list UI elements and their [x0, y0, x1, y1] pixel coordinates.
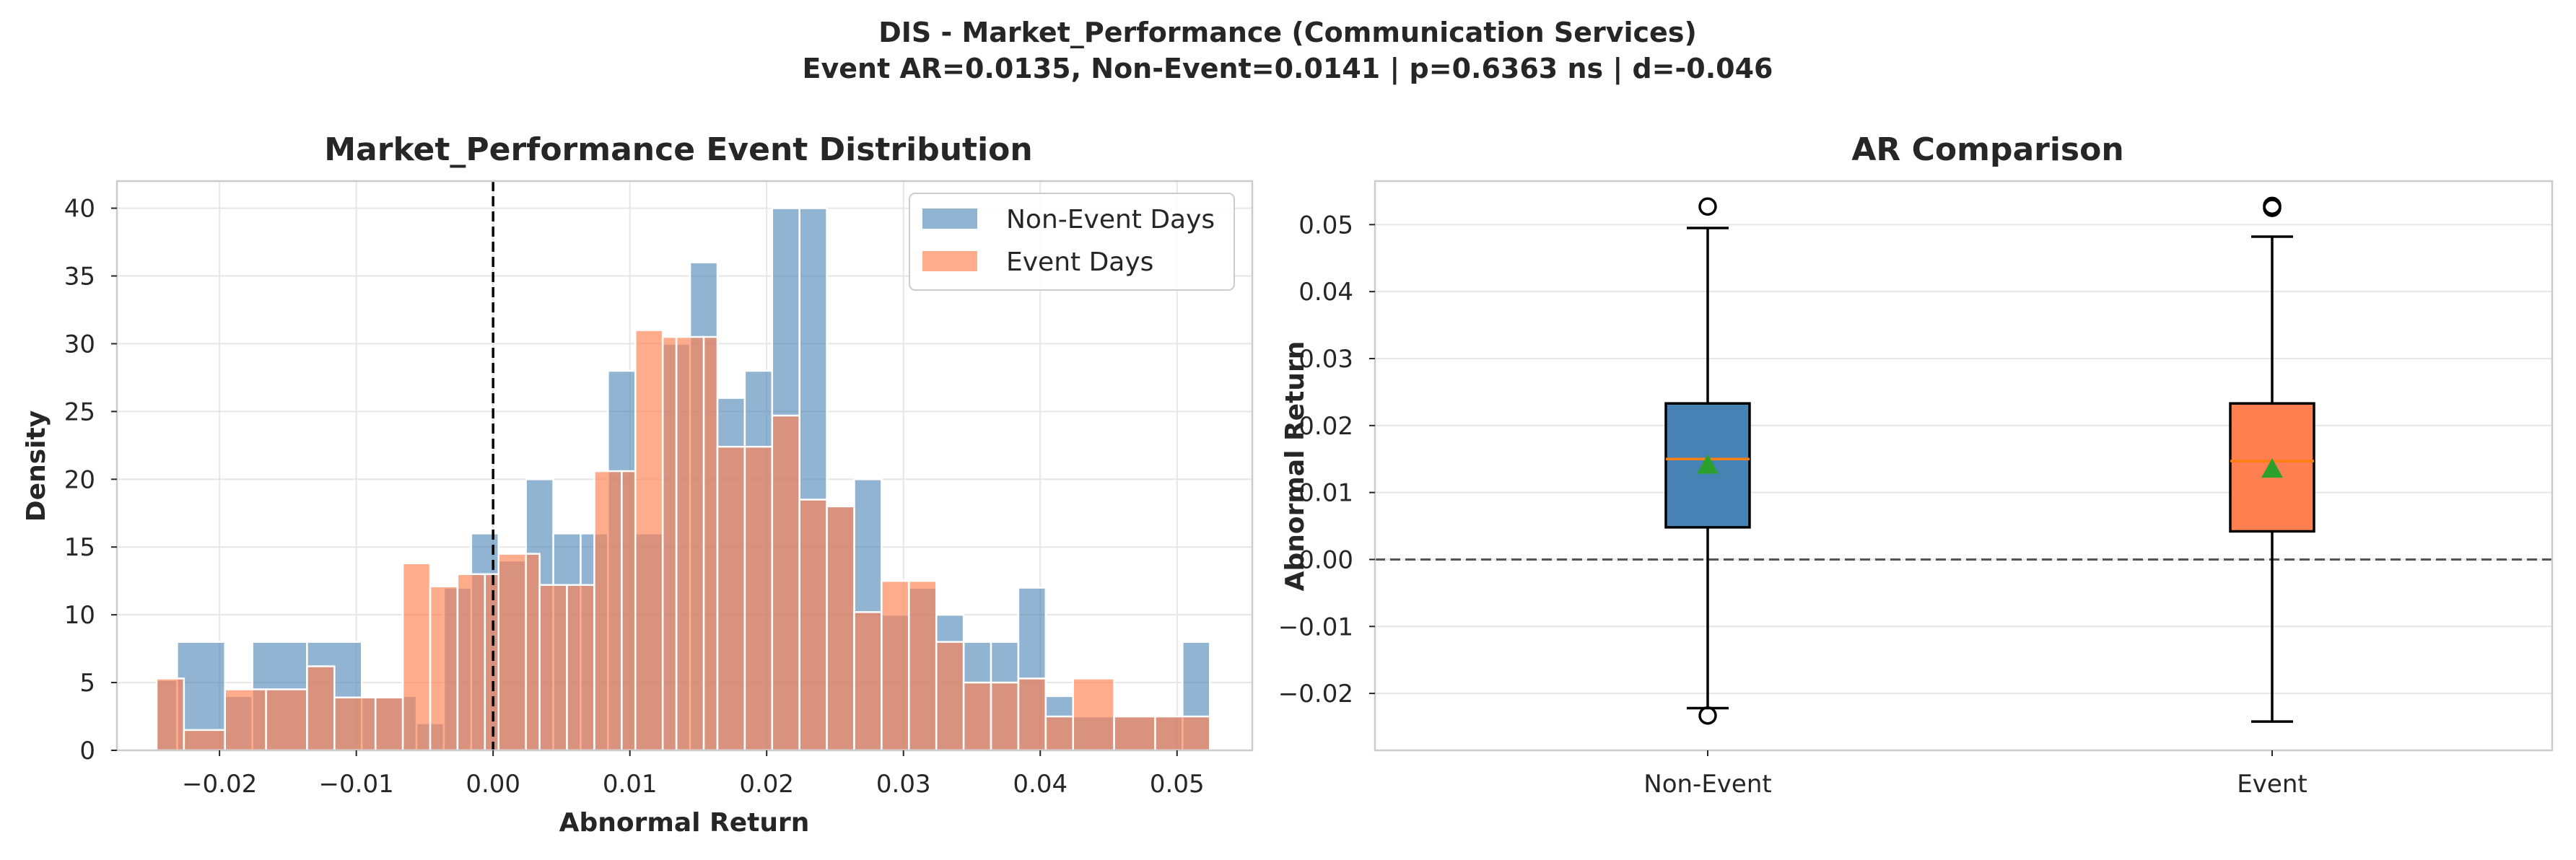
histogram-y-tick-label: 15 — [64, 533, 95, 562]
legend-swatch-non-event — [922, 209, 977, 229]
histogram-panel: Market_Performance Event Distribution −0… — [22, 131, 1254, 838]
histogram-bar-event — [484, 573, 500, 752]
histogram-bar-event — [155, 677, 185, 752]
boxplot-y-tick-label: 0.00 — [1298, 545, 1353, 574]
histogram-x-tick-label: 0.03 — [876, 770, 931, 799]
figure-title-line2: Event AR=0.0135, Non-Event=0.0141 | p=0.… — [803, 53, 1773, 85]
histogram-bar-event — [525, 553, 541, 752]
boxplot-title: AR Comparison — [1851, 131, 2123, 168]
boxplot-y-tick-label: 0.03 — [1298, 345, 1353, 374]
legend-swatch-event — [922, 251, 977, 271]
boxplot-y-ticks: −0.02 −0.01 0.00 0.01 0.02 0.03 0.04 0.05 — [1278, 211, 1375, 708]
histogram-bar-event — [497, 553, 527, 752]
legend-box — [909, 193, 1235, 291]
histogram-legend: Non-Event Days Event Days — [909, 193, 1235, 291]
histogram-bar-event — [456, 573, 486, 752]
histogram-y-tick-label: 0 — [79, 737, 95, 765]
histogram-bar-event — [1044, 715, 1074, 752]
histogram-bar-event — [962, 681, 992, 752]
histogram-bar-event — [881, 579, 910, 752]
outlier-non-event — [1698, 706, 1717, 725]
legend-label-non-event: Non-Event Days — [1006, 205, 1215, 234]
histogram-y-tick-label: 40 — [64, 195, 95, 224]
histogram-bar-event — [429, 585, 459, 752]
histogram-x-label: Abnormal Return — [559, 808, 810, 838]
histogram-y-tick-label: 5 — [79, 669, 95, 698]
histogram-bar-event — [183, 729, 226, 752]
histogram-frame — [115, 180, 1254, 752]
mean-marker-non-event — [1697, 454, 1719, 474]
histogram-bar-event — [634, 329, 664, 752]
outlier-event — [2263, 198, 2282, 217]
histogram-bar-event — [908, 579, 938, 752]
histogram-x-tick-label: −0.02 — [182, 770, 257, 799]
histogram-y-tick-label: 35 — [64, 263, 95, 291]
histogram-bar-event — [566, 584, 595, 752]
histogram-y-tick-label: 20 — [64, 465, 95, 494]
histogram-bar-event — [716, 445, 746, 752]
histogram-x-tick-label: −0.01 — [319, 770, 394, 799]
histogram-bar-event — [374, 696, 404, 752]
histogram-y-label: Density — [22, 411, 51, 522]
outlier-non-event — [1698, 197, 1717, 216]
histogram-bar-event — [1113, 715, 1156, 752]
histogram-bar-event — [675, 335, 705, 752]
histogram-x-ticks: −0.02 −0.01 0.00 0.01 0.02 0.03 0.04 0.05 — [182, 750, 1205, 799]
boxplot-frame — [1374, 180, 2554, 752]
histogram-bar-event — [826, 505, 855, 752]
histogram-x-tick-label: 0.02 — [739, 770, 794, 799]
boxplot-y-tick-label: 0.04 — [1298, 278, 1353, 307]
histogram-bar-event — [621, 470, 637, 752]
histogram-bar-event — [1154, 715, 1211, 752]
boxplot-marks — [1664, 196, 2315, 725]
histogram-bar-event — [853, 611, 883, 752]
histogram-x-tick-label: 0.00 — [466, 770, 520, 799]
boxplot-x-ticks: Non-Event Event — [1643, 750, 2308, 799]
histogram-bar-event — [990, 681, 1020, 752]
histogram-x-tick-label: 0.01 — [603, 770, 658, 799]
mean-marker-event — [2261, 458, 2283, 478]
histogram-y-tick-label: 25 — [64, 398, 95, 426]
histogram-bar-event — [401, 562, 432, 752]
boxplot-y-tick-label: 0.01 — [1298, 479, 1353, 508]
histogram-y-tick-label: 10 — [64, 601, 95, 630]
boxplot-y-label: Abnormal Return — [1280, 341, 1310, 592]
histogram-bars — [155, 207, 1211, 752]
boxplot-y-tick-label: −0.02 — [1278, 680, 1353, 708]
histogram-bar-event — [743, 445, 774, 752]
boxplot-y-tick-label: −0.01 — [1278, 613, 1353, 641]
histogram-x-tick-label: 0.04 — [1013, 770, 1067, 799]
boxplot-y-tick-label: 0.05 — [1298, 211, 1353, 240]
legend-label-event: Event Days — [1006, 247, 1153, 277]
figure-title-line1: DIS - Market_Performance (Communication … — [878, 17, 1697, 48]
histogram-bar-event — [593, 470, 623, 752]
histogram-bar-event — [935, 641, 965, 752]
boxplot-grid — [1375, 224, 2552, 695]
histogram-x-tick-label: 0.05 — [1150, 770, 1205, 799]
histogram-bar-event — [333, 696, 377, 752]
boxplot-x-tick-label: Non-Event — [1643, 770, 1771, 799]
histogram-bar-event — [661, 335, 678, 752]
histogram-bar-event — [538, 584, 568, 752]
histogram-bar-event — [265, 688, 308, 752]
histogram-bar-event — [224, 688, 267, 752]
histogram-bar-event — [702, 335, 719, 752]
histogram-bar-event — [771, 414, 800, 752]
histogram-bar-event — [1072, 677, 1115, 752]
histogram-y-tick-label: 30 — [64, 330, 95, 359]
boxplot-x-tick-label: Event — [2237, 770, 2307, 799]
histogram-bar-event — [306, 665, 336, 752]
histogram-bar-event — [1017, 677, 1047, 752]
boxplot-y-tick-label: 0.02 — [1298, 412, 1353, 441]
histogram-title: Market_Performance Event Distribution — [324, 131, 1032, 168]
histogram-y-ticks: 0 5 10 15 20 25 30 35 40 — [64, 195, 117, 765]
boxplot-panel: AR Comparison Non-Event Event −0.02 −0.01 0… — [1278, 131, 2554, 799]
histogram-bar-event — [798, 499, 828, 752]
